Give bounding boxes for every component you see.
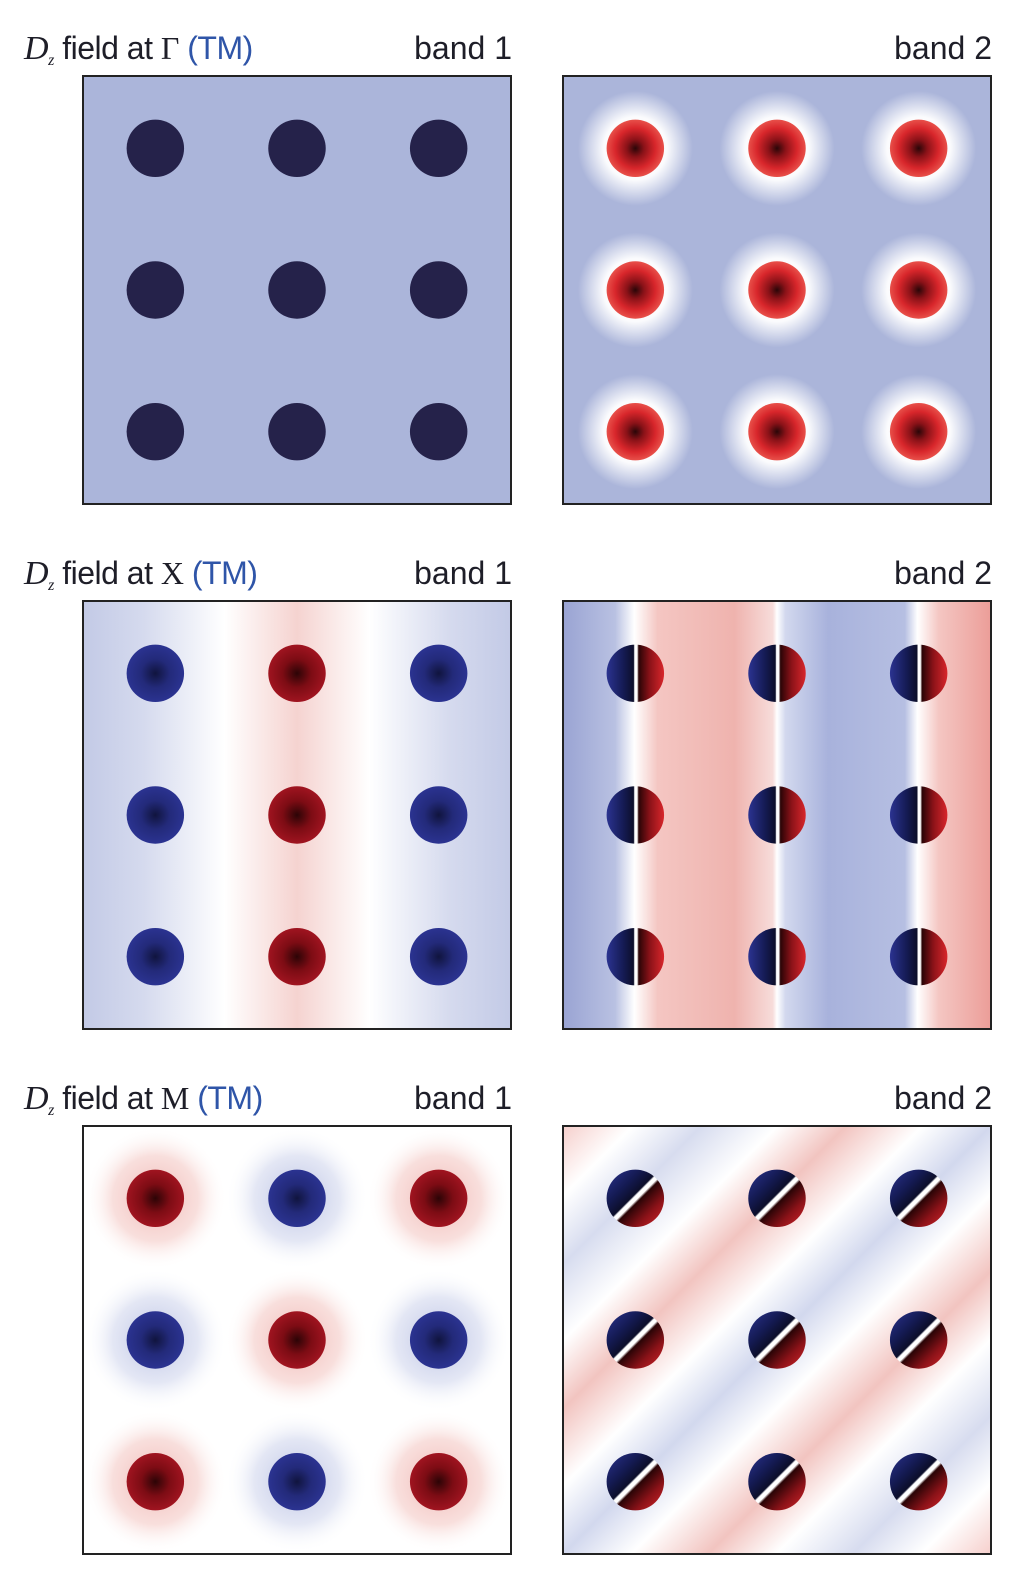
rod — [606, 119, 665, 178]
rod — [606, 1452, 665, 1511]
rod — [748, 786, 806, 844]
field-symbol: Dz — [24, 555, 54, 594]
rod — [126, 1169, 185, 1228]
rod — [409, 402, 468, 461]
rod — [268, 1169, 326, 1228]
band-1-label: band 1 — [414, 30, 512, 66]
mode-label: (TM) — [197, 1080, 263, 1116]
rod — [409, 1452, 468, 1511]
rod — [889, 1311, 948, 1369]
panel-x-band-1 — [82, 600, 512, 1030]
panel-gamma-band-2 — [562, 75, 992, 505]
panel-x-band-2 — [562, 600, 992, 1030]
rod — [268, 786, 326, 844]
rod — [268, 644, 326, 703]
rod — [409, 927, 468, 986]
rod — [268, 261, 326, 319]
rod — [126, 119, 185, 178]
field-plot — [84, 602, 510, 1028]
rod — [889, 644, 948, 703]
band-2-label: band 2 — [894, 30, 992, 66]
rod — [126, 927, 185, 986]
rod — [748, 402, 806, 461]
rod — [748, 1169, 806, 1228]
rod — [606, 786, 665, 844]
band-2-label: band 2 — [894, 1080, 992, 1116]
panel-m-band-1 — [82, 1125, 512, 1555]
rod — [409, 1311, 468, 1369]
rod — [748, 1311, 806, 1369]
band-2-label: band 2 — [894, 555, 992, 591]
rod — [268, 1452, 326, 1511]
rod — [889, 119, 948, 178]
field-symbol: Dz — [24, 30, 54, 69]
field-plot — [564, 1127, 990, 1553]
rod — [606, 402, 665, 461]
rod — [268, 402, 326, 461]
mode-label: (TM) — [191, 555, 258, 591]
row-title: Dz field at X (TM) — [24, 555, 258, 594]
k-point-label: Γ — [160, 30, 180, 66]
rod — [606, 1311, 665, 1369]
rod — [126, 402, 185, 461]
rod — [748, 119, 806, 178]
rod — [606, 1169, 665, 1228]
rod — [126, 644, 185, 703]
field-plot — [84, 77, 510, 503]
rod — [889, 1452, 948, 1511]
mode-label: (TM) — [187, 30, 253, 66]
rod — [126, 786, 185, 844]
rod — [126, 1311, 185, 1369]
rod — [268, 1311, 326, 1369]
panel-gamma-band-1 — [82, 75, 512, 505]
rod — [409, 644, 468, 703]
rod — [126, 261, 185, 319]
band-1-label: band 1 — [414, 1080, 512, 1116]
rod — [889, 786, 948, 844]
k-point-label: M — [160, 1080, 189, 1116]
rod — [889, 402, 948, 461]
rod — [409, 1169, 468, 1228]
rod — [268, 927, 326, 986]
rod — [748, 644, 806, 703]
rod — [889, 261, 948, 319]
rod — [748, 927, 806, 986]
rod — [126, 1452, 185, 1511]
k-point-label: X — [160, 555, 184, 591]
row-title: Dz field at M (TM) — [24, 1080, 263, 1119]
rod — [606, 644, 665, 703]
field-plot — [84, 1127, 510, 1553]
band-1-label: band 1 — [414, 555, 512, 591]
rod — [268, 119, 326, 178]
rod — [606, 927, 665, 986]
rod — [889, 1169, 948, 1228]
field-symbol: Dz — [24, 1080, 54, 1119]
rod — [748, 261, 806, 319]
rod — [409, 786, 468, 844]
rod — [606, 261, 665, 319]
rod — [409, 119, 468, 178]
field-plot — [564, 77, 990, 503]
row-title: Dz field at Γ (TM) — [24, 30, 253, 69]
rod — [748, 1452, 806, 1511]
rod — [409, 261, 468, 319]
rod — [889, 927, 948, 986]
panel-m-band-2 — [562, 1125, 992, 1555]
field-plot — [564, 602, 990, 1028]
